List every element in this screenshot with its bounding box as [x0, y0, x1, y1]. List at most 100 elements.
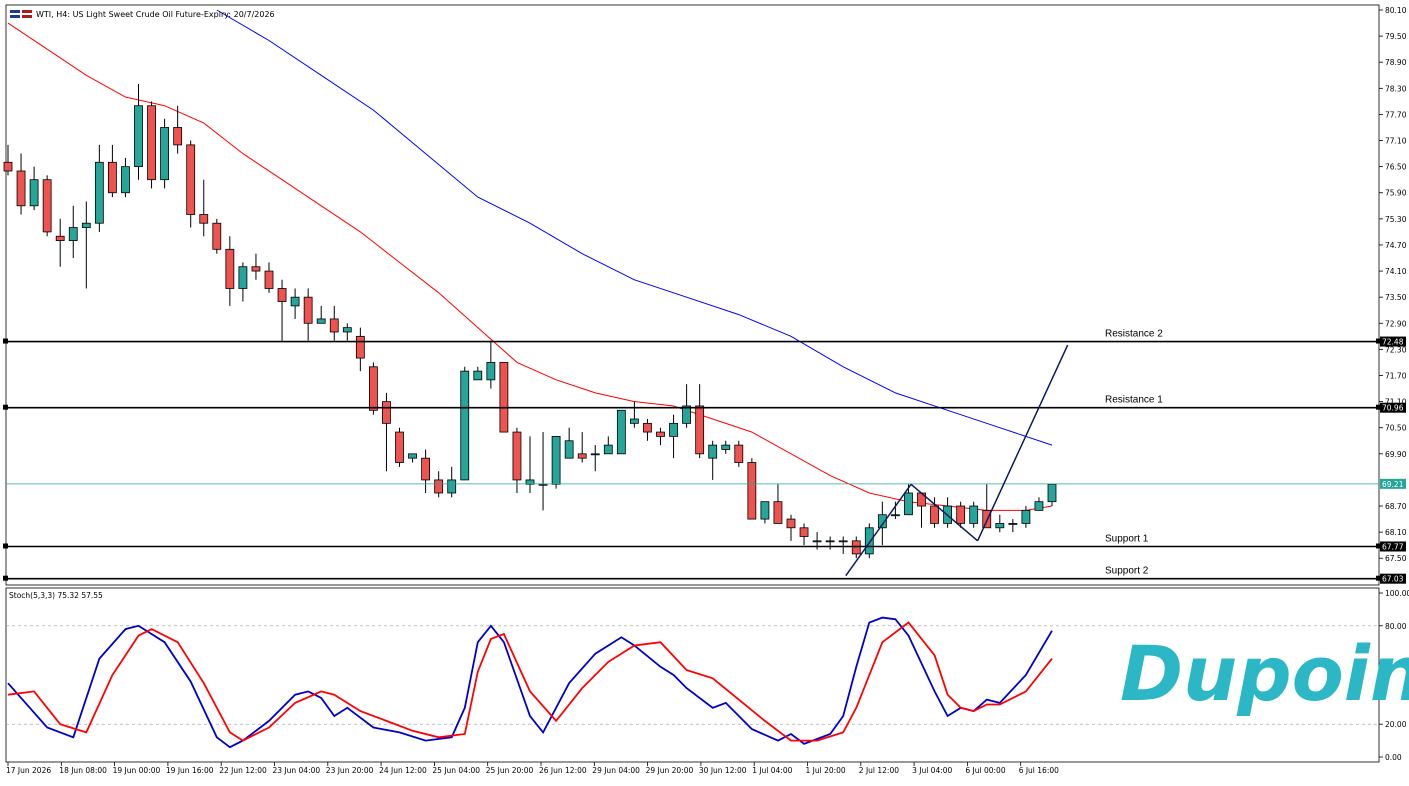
level-price-tag-text: 70.96 — [1382, 404, 1404, 413]
time-tick-label: 19 Jun 16:00 — [166, 766, 214, 775]
stoch-label: Stoch(5,3,3) 75.32 57.55 — [9, 591, 103, 600]
time-tick-label: 3 Jul 04:00 — [912, 766, 952, 775]
candle-bear — [277, 279, 287, 341]
time-tick-label: 19 Jun 00:00 — [113, 766, 161, 775]
candle-bear — [421, 449, 431, 493]
level-price-tag-text: 67.77 — [1382, 542, 1404, 551]
level-anchor-left — [3, 543, 8, 549]
stoch-tick-label: 0.00 — [1385, 753, 1402, 762]
candle-body — [564, 440, 574, 459]
level-price-tag — [1380, 402, 1406, 413]
candle-bull — [904, 484, 913, 516]
candle-body — [538, 483, 548, 486]
candle-bear — [42, 175, 52, 237]
candle-bull — [94, 144, 104, 232]
chart-symbol-icon-2-stripe — [22, 13, 32, 15]
candle-bull — [825, 536, 835, 550]
candle-body — [616, 409, 626, 455]
price-tick-label: 78.30 — [1385, 84, 1407, 93]
stoch-tick-label: 100.00 — [1385, 589, 1409, 598]
candle-body — [434, 479, 444, 494]
price-tick-label: 75.90 — [1385, 189, 1407, 198]
price-tick-label: 76.50 — [1385, 163, 1407, 172]
time-tick-label: 24 Jun 12:00 — [379, 766, 427, 775]
candle-body — [773, 501, 783, 524]
candle-bear — [512, 427, 522, 493]
chart-title-group: WTI, H4: US Light Sweet Crude Oil Future… — [10, 10, 275, 19]
candle-body — [982, 509, 992, 529]
candle-body — [630, 418, 639, 424]
candle-body — [186, 144, 196, 215]
time-tick-label: 25 Jun 04:00 — [432, 766, 480, 775]
candle-body — [891, 514, 900, 517]
time-tick-label: 6 Jul 16:00 — [1019, 766, 1059, 775]
candle-bear — [199, 179, 209, 237]
candle-body — [16, 170, 26, 207]
candle-bull — [682, 384, 691, 428]
candle-body — [721, 444, 731, 450]
candle-body — [682, 405, 691, 424]
dupoin-logo: Dupoin — [1120, 629, 1409, 718]
stochastic-indicator: 100.00 80.00 20.00 0.00 — [6, 589, 1409, 762]
price-tick-label: 72.30 — [1385, 345, 1407, 354]
level-price-tag — [1380, 541, 1406, 552]
candle-bull — [995, 514, 1005, 533]
candle-bear — [186, 140, 196, 228]
candle-body — [851, 540, 861, 555]
price-tick-label: 77.70 — [1385, 110, 1407, 119]
candle-body — [930, 505, 939, 524]
candle-bear — [695, 384, 705, 459]
candle-bear — [225, 236, 235, 306]
candle-body — [29, 179, 39, 207]
candle-body — [656, 431, 665, 437]
candle-bear — [382, 392, 391, 472]
candle-body — [329, 318, 339, 333]
price-axis: 80.10 79.50 78.90 78.30 77.70 77.10 76.50 75.90… — [1379, 6, 1407, 563]
candle-body — [134, 105, 143, 168]
price-tick-label: 71.10 — [1385, 398, 1407, 407]
candle-body — [747, 462, 757, 520]
candle-bear — [173, 105, 183, 154]
time-tick-label: 29 Jun 20:00 — [646, 766, 694, 775]
level-anchor-left — [3, 338, 8, 344]
pattern-lines — [845, 344, 1069, 577]
current-price-tag-text: 69.21 — [1382, 480, 1404, 489]
candle-bull — [121, 157, 130, 198]
candle-bull — [564, 427, 574, 459]
candle-bear — [16, 153, 26, 215]
candle-bull — [1008, 519, 1018, 533]
price-tick-label: 68.70 — [1385, 502, 1407, 511]
candle-bull — [342, 323, 352, 341]
candles — [3, 83, 1057, 559]
support-resistance-levels: Resistance 2 72.48 Resistance 1 70.96 Suppor… — [3, 329, 1406, 584]
price-tick-label: 72.90 — [1385, 319, 1407, 328]
candle-bull — [29, 166, 39, 211]
stoch-k-line — [7, 616, 1053, 749]
candle-bull — [447, 466, 457, 498]
candle-body — [264, 270, 274, 289]
price-tick-label: 79.50 — [1385, 32, 1407, 41]
candle-body — [577, 453, 587, 459]
candle-bear — [956, 501, 966, 528]
candle-body — [969, 505, 979, 524]
candle-body — [173, 127, 183, 146]
candle-body — [904, 492, 913, 516]
candle-body — [1047, 483, 1057, 503]
price-tick-label: 78.90 — [1385, 58, 1407, 67]
candle-body — [3, 161, 13, 172]
candle-body — [447, 479, 457, 494]
logo-text: Dupoin — [1120, 629, 1409, 718]
candle-bull — [864, 523, 874, 559]
candle-body — [225, 248, 235, 289]
time-tick-label: 6 Jul 00:00 — [965, 766, 1005, 775]
candle-bull — [760, 501, 770, 524]
candle-bear — [499, 362, 509, 433]
candle-bear — [368, 362, 378, 415]
level-price-tag — [1380, 573, 1406, 584]
level-label: Support 1 — [1105, 533, 1149, 544]
level-price-tag-text: 72.48 — [1382, 338, 1404, 347]
candle-bull — [630, 401, 639, 428]
candle-body — [238, 266, 248, 289]
candle-bull — [473, 366, 483, 381]
level-label: Resistance 2 — [1105, 329, 1163, 340]
